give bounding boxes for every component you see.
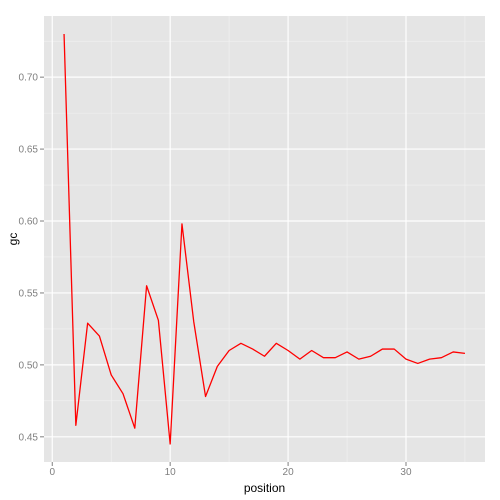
- gc-series-line: [63, 33, 466, 445]
- y-tick-label: 0.60: [19, 217, 39, 228]
- x-tick-label: 30: [400, 467, 412, 478]
- y-axis-title: gc: [6, 233, 20, 246]
- x-axis-title: position: [244, 481, 285, 495]
- y-tick-label: 0.50: [19, 360, 39, 371]
- x-tick-label: 0: [49, 467, 55, 478]
- y-tick-label: 0.45: [19, 432, 39, 443]
- x-tick-label: 20: [283, 467, 295, 478]
- y-tick-label: 0.70: [19, 73, 39, 84]
- grid-lines: [44, 16, 485, 462]
- series-layer: [63, 33, 466, 445]
- y-tick-label: 0.65: [19, 145, 39, 156]
- x-tick-label: 10: [165, 467, 177, 478]
- y-tick-label: 0.55: [19, 288, 39, 299]
- plot-panel: [44, 16, 485, 462]
- axes: 0 10 20 30 0.45 0.50 0.55 0.60 0.65 0.70: [19, 73, 412, 478]
